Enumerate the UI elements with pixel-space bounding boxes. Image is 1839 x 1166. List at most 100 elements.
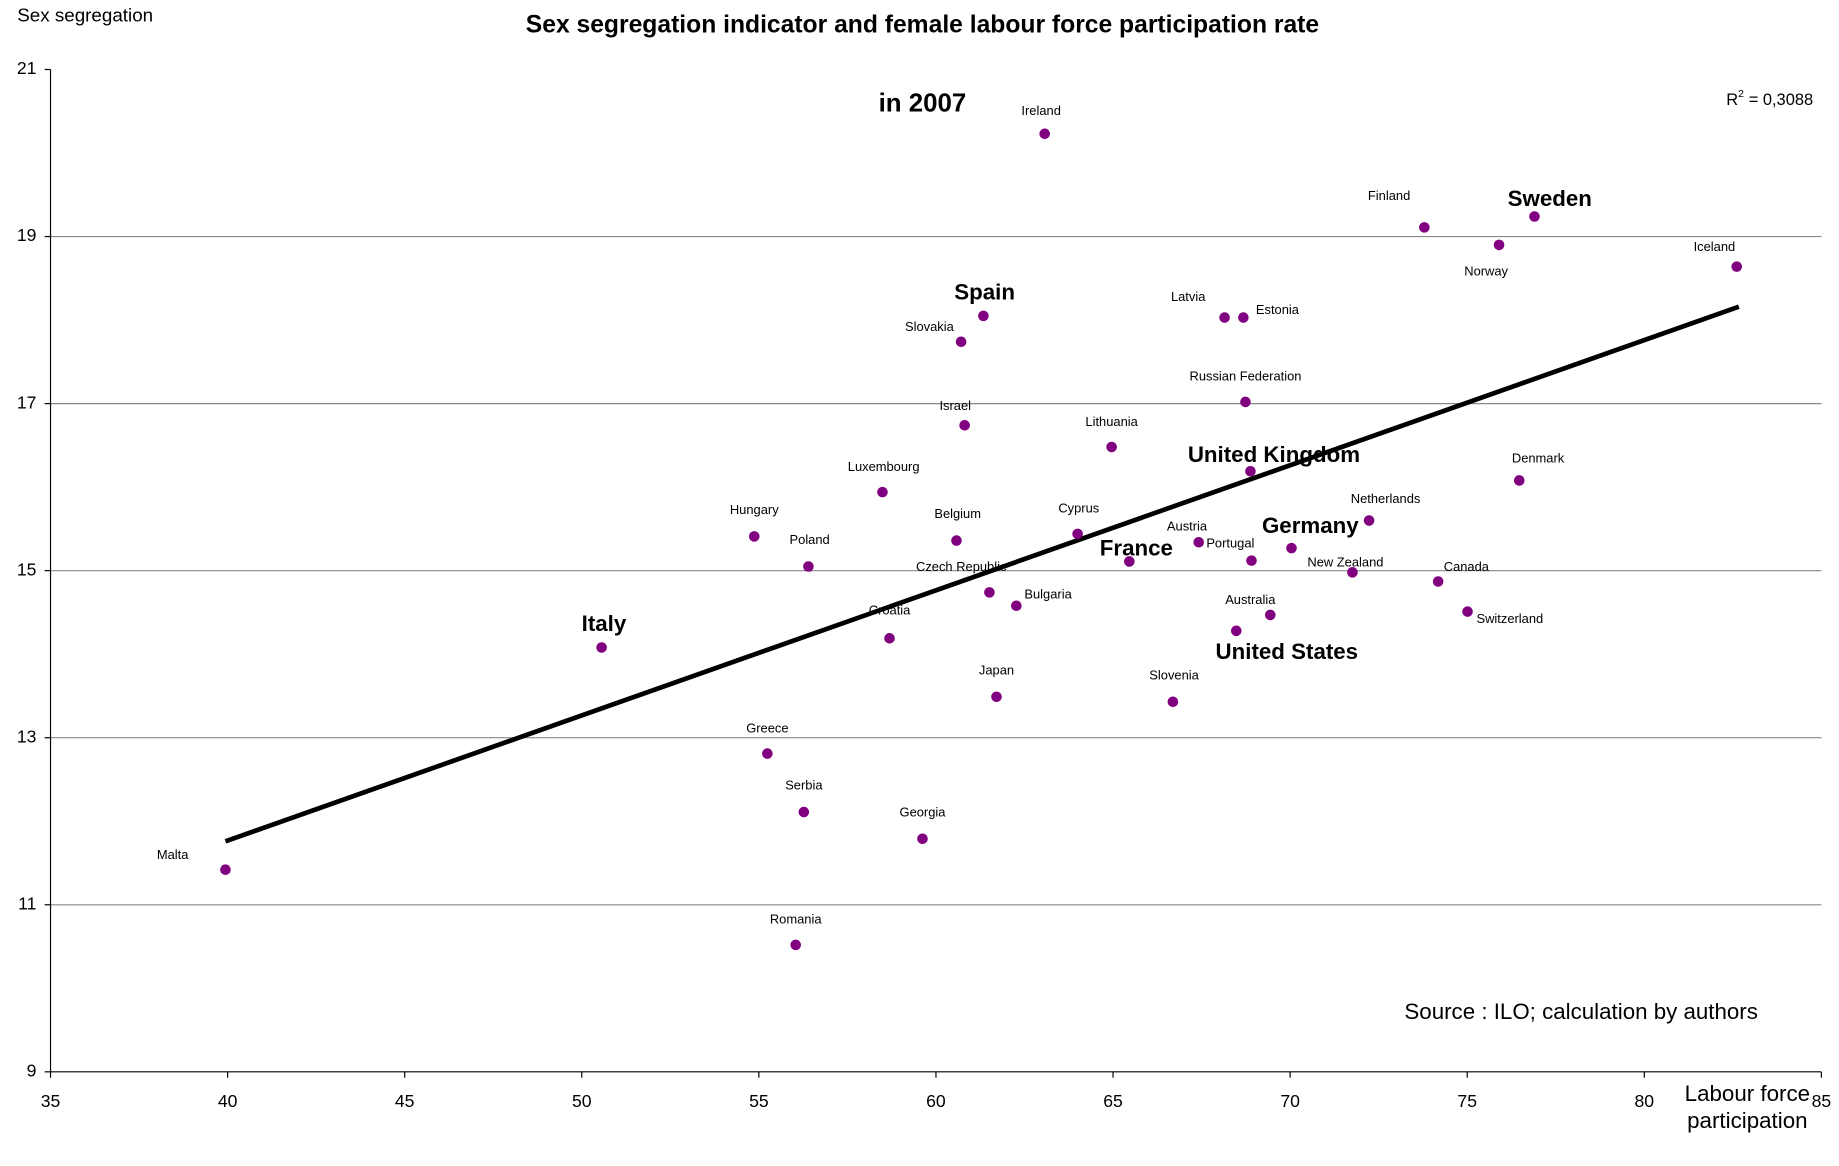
point-label: Canada xyxy=(1444,559,1490,574)
x-tick-label: 70 xyxy=(1280,1091,1300,1111)
point xyxy=(1245,465,1256,477)
point-label: Italy xyxy=(582,611,627,636)
point xyxy=(1238,312,1249,323)
point xyxy=(1286,542,1297,554)
point-label: Estonia xyxy=(1256,302,1300,317)
point xyxy=(1462,606,1473,617)
r2-text: = 0,3088 xyxy=(1749,92,1813,110)
point xyxy=(748,531,760,542)
point xyxy=(1219,312,1230,323)
point xyxy=(1193,536,1205,548)
point xyxy=(1493,239,1505,251)
point-label: Ireland xyxy=(1021,103,1060,118)
point-label: Japan xyxy=(979,662,1014,677)
y-tick-label: 15 xyxy=(17,559,37,579)
point xyxy=(877,486,888,498)
point-label: Czech Republic xyxy=(916,559,1007,574)
point xyxy=(803,561,814,572)
point-label: Finland xyxy=(1368,188,1410,203)
point xyxy=(1106,441,1117,453)
y-tick-label: 11 xyxy=(18,893,36,913)
x-axis-title: Labour force participation xyxy=(1684,1082,1811,1135)
point-label: Luxembourg xyxy=(848,459,920,474)
point xyxy=(978,310,989,322)
y-tick-label: 17 xyxy=(17,392,37,412)
point-label: Denmark xyxy=(1512,451,1565,466)
point xyxy=(1039,128,1050,140)
source-note: Source : ILO; calculation by authors xyxy=(1404,999,1757,1024)
r2-symbol: R xyxy=(1726,92,1738,110)
x-tick-label: 75 xyxy=(1457,1091,1477,1111)
trend-line xyxy=(224,304,1740,844)
x-tick-label: 40 xyxy=(218,1091,238,1111)
point xyxy=(762,748,773,759)
point-label: Lithuania xyxy=(1085,414,1138,429)
y-axis-title-box: Sex segregation xyxy=(17,6,154,27)
point-label: Greece xyxy=(746,720,788,735)
point-label: Hungary xyxy=(730,502,779,517)
point xyxy=(798,806,810,818)
y-tick-label: 21 xyxy=(17,58,37,78)
x-tick-label: 35 xyxy=(41,1091,61,1111)
r-squared: R2 = 0,3088 xyxy=(1726,88,1813,110)
point-label: Latvia xyxy=(1171,289,1206,304)
point xyxy=(991,691,1002,703)
point xyxy=(1011,600,1022,612)
point-label: Serbia xyxy=(785,778,823,793)
point xyxy=(1264,609,1276,621)
point-label: Slovenia xyxy=(1149,667,1199,682)
x-tick-label: 65 xyxy=(1103,1091,1123,1111)
point-label: Russian Federation xyxy=(1190,369,1302,384)
point xyxy=(1230,625,1242,637)
r2-power: 2 xyxy=(1738,88,1744,100)
point xyxy=(1363,515,1375,526)
point xyxy=(1240,396,1251,408)
point xyxy=(1347,567,1358,578)
point xyxy=(220,864,231,875)
point-label: France xyxy=(1100,536,1173,561)
point-label: New Zealand xyxy=(1307,554,1383,569)
point xyxy=(1167,696,1179,708)
point xyxy=(959,420,970,431)
point xyxy=(1432,576,1444,587)
y-tick-label: 9 xyxy=(27,1060,37,1080)
point-label: Malta xyxy=(157,847,189,862)
point-label: Cyprus xyxy=(1058,501,1099,516)
y-tick-label: 13 xyxy=(17,726,37,746)
point-label: Sweden xyxy=(1508,186,1592,211)
point xyxy=(951,535,962,546)
point-label: Belgium xyxy=(934,506,981,521)
point-label: United States xyxy=(1216,639,1359,664)
point xyxy=(596,642,607,653)
y-axis-title: Sex segregation xyxy=(17,6,154,27)
chart-title: Sex segregation indicator and female lab… xyxy=(526,12,1319,39)
point xyxy=(917,833,928,845)
point xyxy=(955,336,967,348)
point xyxy=(1529,211,1540,222)
point-label: Romania xyxy=(770,912,822,927)
point-label: Germany xyxy=(1262,513,1359,538)
point-label: Portugal xyxy=(1206,536,1254,551)
x-tick-label: 85 xyxy=(1812,1091,1832,1111)
point xyxy=(1072,528,1083,540)
y-tick-label: 19 xyxy=(17,225,37,245)
point-label: Austria xyxy=(1167,518,1208,533)
x-tick-label: 45 xyxy=(395,1091,415,1111)
point-label: Georgia xyxy=(900,804,947,819)
point xyxy=(1731,261,1743,272)
point-label: Croatia xyxy=(869,603,911,618)
point-label: Slovakia xyxy=(905,319,955,334)
subtitle: in 2007 xyxy=(879,90,967,118)
point xyxy=(1419,222,1430,233)
point xyxy=(1124,556,1135,567)
point xyxy=(790,939,801,951)
x-axis-title-box: Labour force participation xyxy=(1684,1082,1811,1135)
point-label: Australia xyxy=(1225,592,1276,607)
point xyxy=(1513,475,1525,486)
x-tick-label: 60 xyxy=(926,1091,946,1111)
point-label: United Kingdom xyxy=(1188,442,1360,467)
x-tick-label: 55 xyxy=(749,1091,769,1111)
point-label: Israel xyxy=(939,398,971,413)
point-label: Poland xyxy=(790,532,830,547)
